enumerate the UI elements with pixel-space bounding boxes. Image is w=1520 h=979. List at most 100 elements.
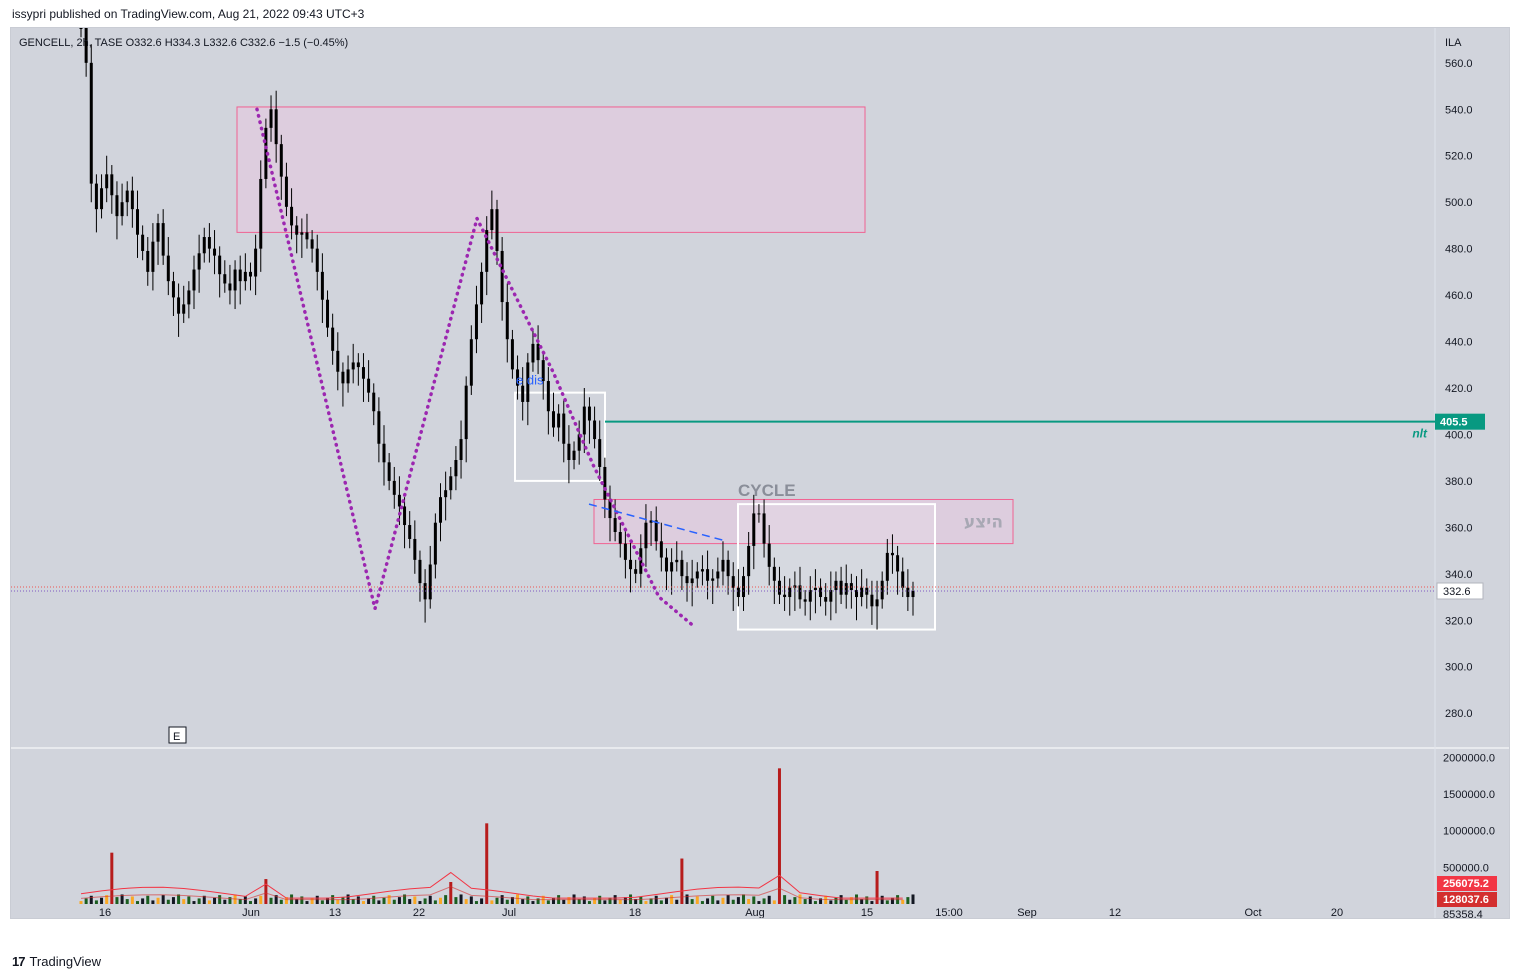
volume-bar: [659, 900, 663, 904]
candle-body: [587, 406, 591, 421]
candle-body: [105, 174, 109, 189]
volume-bar: [829, 900, 833, 904]
candle-body: [721, 559, 725, 572]
candle-body: [531, 343, 535, 363]
candle-body: [187, 290, 191, 305]
volume-bar: [171, 897, 175, 904]
execution-zone: [593, 498, 1014, 545]
volume-bar: [716, 900, 720, 904]
volume-bar: [284, 897, 288, 904]
volume-tick-label: 500000.0: [1443, 862, 1489, 874]
volume-bar: [474, 901, 478, 904]
volume-bar: [500, 895, 504, 904]
candle-body: [439, 497, 443, 523]
candle-body: [444, 490, 448, 498]
volume-bar: [408, 899, 412, 904]
level-badge-label: 405.5: [1440, 417, 1468, 429]
candle-body: [557, 413, 561, 428]
candle-body: [521, 385, 525, 402]
candle-body: [747, 545, 751, 577]
candle-body: [361, 367, 365, 379]
volume-bar: [84, 898, 88, 904]
volume-bar: [120, 894, 124, 904]
volume-bar: [89, 895, 93, 904]
candle-body: [171, 281, 175, 298]
volume-ma-badge: [1437, 876, 1497, 891]
candle-body: [223, 274, 227, 284]
candle-body: [593, 420, 597, 440]
candle-body: [716, 571, 720, 579]
volume-bar: [397, 897, 401, 904]
time-tick-label: 22: [413, 907, 425, 918]
candle-body: [464, 385, 468, 440]
candle-body: [603, 466, 607, 500]
volume-bar: [788, 899, 792, 904]
candle-body: [890, 552, 894, 556]
time-tick-label: 18: [629, 907, 641, 918]
grid: [11, 28, 1509, 918]
volume-bar: [480, 898, 484, 904]
candle-body: [680, 559, 684, 577]
price-tick-label: 320.0: [1445, 615, 1473, 627]
candle-body: [125, 190, 129, 203]
publisher-line: issypri published on TradingView.com, Au…: [12, 7, 365, 21]
candle-body: [84, 28, 88, 63]
volume-bar: [495, 897, 499, 904]
candle-body: [79, 28, 83, 29]
candle-body: [844, 583, 848, 595]
candle-body: [808, 590, 812, 602]
e-dis-label: e dis: [516, 373, 544, 388]
volume-bar: [505, 899, 509, 904]
candle-body: [885, 552, 889, 581]
candle-body: [367, 378, 371, 393]
volume-bar: [783, 895, 787, 904]
volume-bar: [865, 896, 869, 904]
volume-bar: [670, 895, 674, 904]
candle-body: [279, 144, 283, 177]
volume-bar: [341, 897, 345, 904]
volume-bar: [94, 900, 98, 904]
candle-body: [151, 241, 155, 272]
volume-bar: [767, 895, 771, 904]
candle-body: [192, 269, 196, 291]
candle-body: [906, 587, 910, 598]
volume-bar: [680, 858, 684, 904]
time-tick-label: 15:00: [935, 907, 963, 918]
ohlc-legend[interactable]: GENCELL, 2h, TASE O332.6 H334.3 L332.6 C…: [19, 37, 348, 49]
chart-panel[interactable]: היצע CYCLE 405.5 nlt 332.6 e dis E 2000000.0 1…: [10, 27, 1510, 919]
candle-body: [449, 476, 453, 491]
volume-bar: [182, 899, 186, 904]
cycle-box: [737, 503, 936, 631]
volume-bar: [218, 895, 222, 904]
candle-body: [259, 178, 263, 249]
time-tick-label: 16: [99, 907, 111, 918]
candle-body: [495, 209, 499, 251]
volume-bar: [654, 895, 658, 904]
volume-bar: [906, 897, 910, 904]
volume-bar: [490, 900, 494, 904]
volume-bar: [762, 898, 766, 904]
candle-body: [474, 304, 478, 340]
candle-body: [197, 253, 201, 270]
price-tick-label: 520.0: [1445, 151, 1473, 163]
price-tick-label: 300.0: [1445, 662, 1473, 674]
candle-body: [711, 578, 715, 581]
footer-brand[interactable]: 17 TradingView: [12, 954, 101, 969]
volume-bar: [726, 895, 730, 904]
candle-body: [397, 494, 401, 507]
volume-bar: [849, 897, 853, 904]
chart-canvas[interactable]: היצע CYCLE 405.5 nlt 332.6 e dis E 2000000.0 1…: [11, 28, 1509, 918]
volume-bar: [156, 897, 160, 904]
volume-bar: [536, 898, 540, 904]
volume-bar: [521, 899, 525, 904]
candle-body: [243, 271, 247, 282]
time-axis: 16 Jun 13 22 Jul 18 Aug 15 15:00 Sep 12 Oct 20: [99, 907, 1343, 918]
volume-bar: [223, 899, 227, 904]
price-tick-label: 280.0: [1445, 708, 1473, 720]
candle-body: [274, 109, 278, 145]
candle-body: [166, 255, 170, 282]
volume-bar: [664, 897, 668, 904]
volume-bar: [202, 895, 206, 904]
candle-body: [377, 411, 381, 444]
volume-bar: [372, 895, 376, 904]
